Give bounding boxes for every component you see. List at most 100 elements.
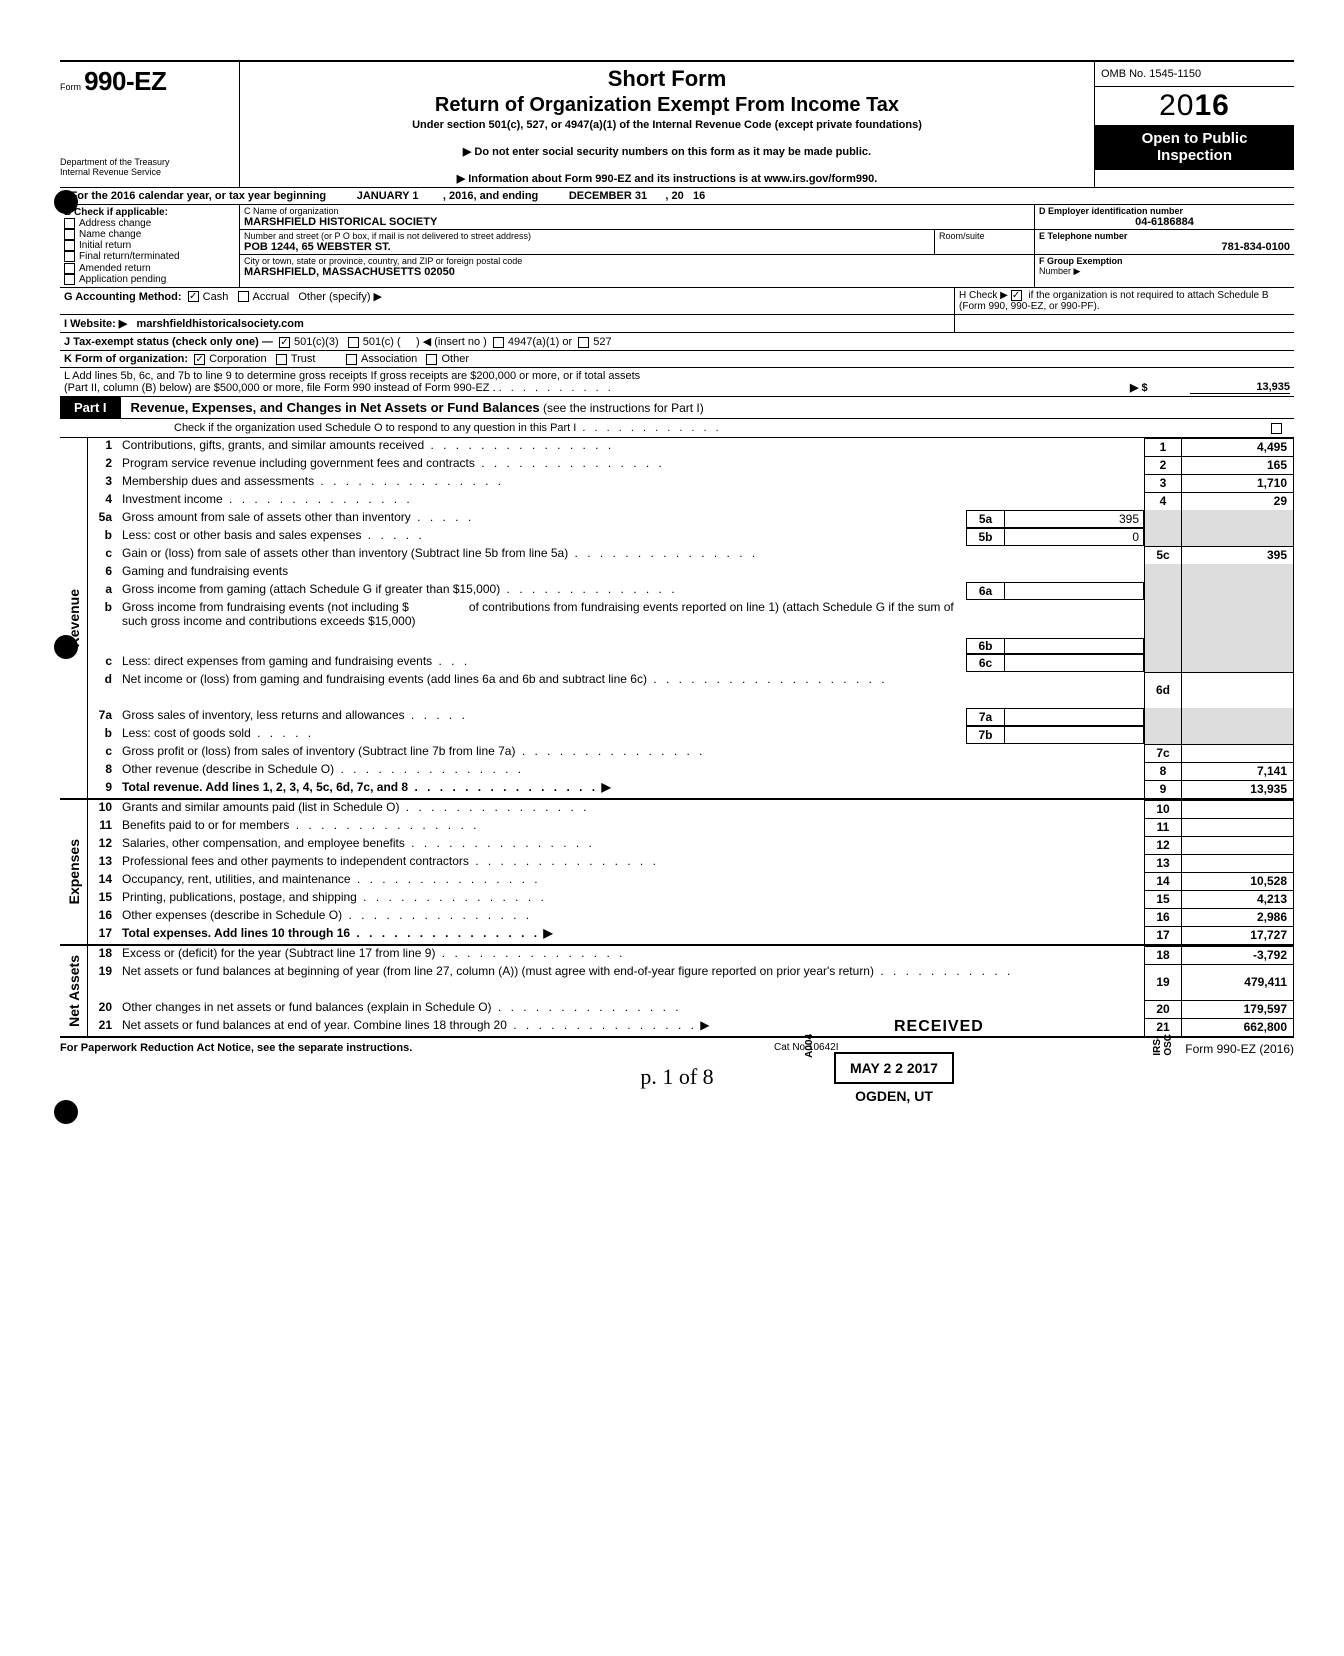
punch-hole-icon	[54, 1100, 78, 1124]
ein-label: D Employer identification number	[1039, 206, 1290, 216]
room-suite-label: Room/suite	[939, 231, 1030, 241]
group-exemption-label: F Group Exemption	[1039, 256, 1290, 266]
website-value: marshfieldhistoricalsociety.com	[136, 318, 303, 330]
row-l-line2: (Part II, column (B) below) are $500,000…	[64, 382, 496, 394]
527-label: 527	[593, 336, 611, 348]
form-ref: Form 990-EZ (2016)	[1185, 1042, 1294, 1056]
501c3-checkbox[interactable]	[279, 337, 290, 348]
tax-year: 2016	[1095, 87, 1294, 125]
tax-exempt-label: J Tax-exempt status (check only one) —	[64, 336, 273, 348]
line-4: 4 Investment income . . . . . . . . . . …	[88, 492, 1294, 510]
form-of-org-label: K Form of organization:	[64, 353, 188, 365]
501c-label: 501(c) (	[363, 336, 401, 348]
line-8: 8 Other revenue (describe in Schedule O)…	[88, 762, 1294, 780]
line-10: 10 Grants and similar amounts paid (list…	[88, 800, 1294, 818]
schedule-b-checkbox[interactable]	[1011, 290, 1022, 301]
4947-checkbox[interactable]	[493, 337, 504, 348]
telephone-value: 781-834-0100	[1039, 241, 1290, 253]
row-l-value: 13,935	[1190, 381, 1290, 394]
part-1-check-text: Check if the organization used Schedule …	[174, 422, 576, 434]
application-pending-checkbox[interactable]	[64, 274, 75, 285]
part-1-title: Revenue, Expenses, and Changes in Net As…	[121, 400, 704, 415]
accrual-checkbox[interactable]	[238, 291, 249, 302]
line-6b: b Gross income from fundraising events (…	[88, 600, 1294, 654]
line-14: 14 Occupancy, rent, utilities, and maint…	[88, 872, 1294, 890]
org-name-value: MARSHFIELD HISTORICAL SOCIETY	[244, 216, 1030, 228]
col-c: C Name of organization MARSHFIELD HISTOR…	[240, 205, 1034, 287]
row-l: L Add lines 5b, 6c, and 7b to line 9 to …	[60, 368, 1294, 396]
final-return-checkbox[interactable]	[64, 251, 75, 262]
accrual-label: Accrual	[253, 291, 290, 303]
trust-checkbox[interactable]	[276, 354, 287, 365]
short-form-title: Short Form	[248, 66, 1086, 92]
street-cell: Number and street (or P O box, if mail i…	[240, 230, 934, 254]
col-b-checkboxes: B Check if applicable: Address change Na…	[60, 205, 240, 287]
527-checkbox[interactable]	[578, 337, 589, 348]
form-number: 990-EZ	[84, 66, 166, 96]
association-label: Association	[361, 353, 417, 365]
501c-insert: ) ◀ (insert no )	[416, 336, 487, 348]
cash-checkbox[interactable]	[188, 291, 199, 302]
line-12: 12 Salaries, other compensation, and emp…	[88, 836, 1294, 854]
line-19: 19 Net assets or fund balances at beginn…	[88, 964, 1294, 1000]
line-21: 21 Net assets or fund balances at end of…	[88, 1018, 1294, 1036]
row-i-website: I Website: ▶ marshfieldhistoricalsociety…	[60, 315, 1294, 333]
other-method-label: Other (specify) ▶	[298, 291, 382, 303]
year-prefix: 20	[1159, 89, 1194, 122]
line-1: 1 Contributions, gifts, grants, and simi…	[88, 438, 1294, 456]
ein-cell: D Employer identification number 04-6186…	[1035, 205, 1294, 230]
line-6a: a Gross income from gaming (attach Sched…	[88, 582, 1294, 600]
a004-stamp: A004	[804, 1034, 815, 1058]
amended-return-checkbox[interactable]	[64, 263, 75, 274]
corporation-label: Corporation	[209, 353, 266, 365]
part-1-header: Part I Revenue, Expenses, and Changes in…	[60, 396, 1294, 419]
part-1-sub: (see the instructions for Part I)	[540, 401, 704, 415]
other-org-checkbox[interactable]	[426, 354, 437, 365]
line-11: 11 Benefits paid to or for members . . .…	[88, 818, 1294, 836]
row-h: H Check ▶ if the organization is not req…	[954, 288, 1294, 314]
open-public-1: Open to Public	[1097, 131, 1292, 148]
final-return-label: Final return/terminated	[79, 252, 180, 263]
line-5a: 5a Gross amount from sale of assets othe…	[88, 510, 1294, 528]
punch-hole-icon	[54, 190, 78, 214]
association-checkbox[interactable]	[346, 354, 357, 365]
received-stamp: RECEIVED	[894, 1018, 984, 1036]
line-18: 18 Excess or (deficit) for the year (Sub…	[88, 946, 1294, 964]
dept-line1: Department of the Treasury	[60, 157, 233, 167]
line-3: 3 Membership dues and assessments . . . …	[88, 474, 1294, 492]
accounting-method-label: G Accounting Method:	[64, 291, 182, 303]
row-k-form-of-org: K Form of organization: Corporation Trus…	[60, 351, 1294, 368]
trust-label: Trust	[291, 353, 316, 365]
line-17: 17 Total expenses. Add lines 10 through …	[88, 926, 1294, 944]
city-cell: City or town, state or province, country…	[240, 255, 1034, 279]
info-note: Information about Form 990-EZ and its in…	[248, 172, 1086, 185]
row-a-suffix: , 20	[665, 190, 683, 202]
line-9: 9 Total revenue. Add lines 1, 2, 3, 4, 5…	[88, 780, 1294, 798]
other-org-label: Other	[441, 353, 469, 365]
omb-number: OMB No. 1545-1150	[1095, 62, 1294, 87]
name-change-checkbox[interactable]	[64, 229, 75, 240]
subtitle: Under section 501(c), 527, or 4947(a)(1)…	[248, 119, 1086, 131]
address-change-checkbox[interactable]	[64, 218, 75, 229]
line-c: c Gain or (loss) from sale of assets oth…	[88, 546, 1294, 564]
telephone-label: E Telephone number	[1039, 231, 1290, 241]
irs-osc-stamp: IRS-OSC	[1152, 1034, 1174, 1056]
schedule-o-checkbox[interactable]	[1271, 423, 1282, 434]
city-label: City or town, state or province, country…	[244, 256, 1030, 266]
col-d-e-f: D Employer identification number 04-6186…	[1034, 205, 1294, 287]
corporation-checkbox[interactable]	[194, 354, 205, 365]
row-a-label: A For the 2016 calendar year, or tax yea…	[60, 190, 326, 202]
501c-checkbox[interactable]	[348, 337, 359, 348]
form-label: Form	[60, 82, 81, 92]
line-b: b Less: cost or other basis and sales ex…	[88, 528, 1294, 546]
tax-year-begin: JANUARY 1	[357, 190, 419, 202]
501c3-label: 501(c)(3)	[294, 336, 339, 348]
date-stamp-value: MAY 2 2 2017	[850, 1060, 938, 1076]
identity-block: B Check if applicable: Address change Na…	[60, 205, 1294, 288]
row-h-label: H Check ▶	[959, 290, 1008, 301]
group-exemption-number-label: Number ▶	[1039, 266, 1290, 277]
initial-return-checkbox[interactable]	[64, 240, 75, 251]
ogden-stamp: OGDEN, UT	[834, 1088, 954, 1104]
org-name-label: C Name of organization	[244, 206, 1030, 216]
line-6c: c Less: direct expenses from gaming and …	[88, 654, 1294, 672]
